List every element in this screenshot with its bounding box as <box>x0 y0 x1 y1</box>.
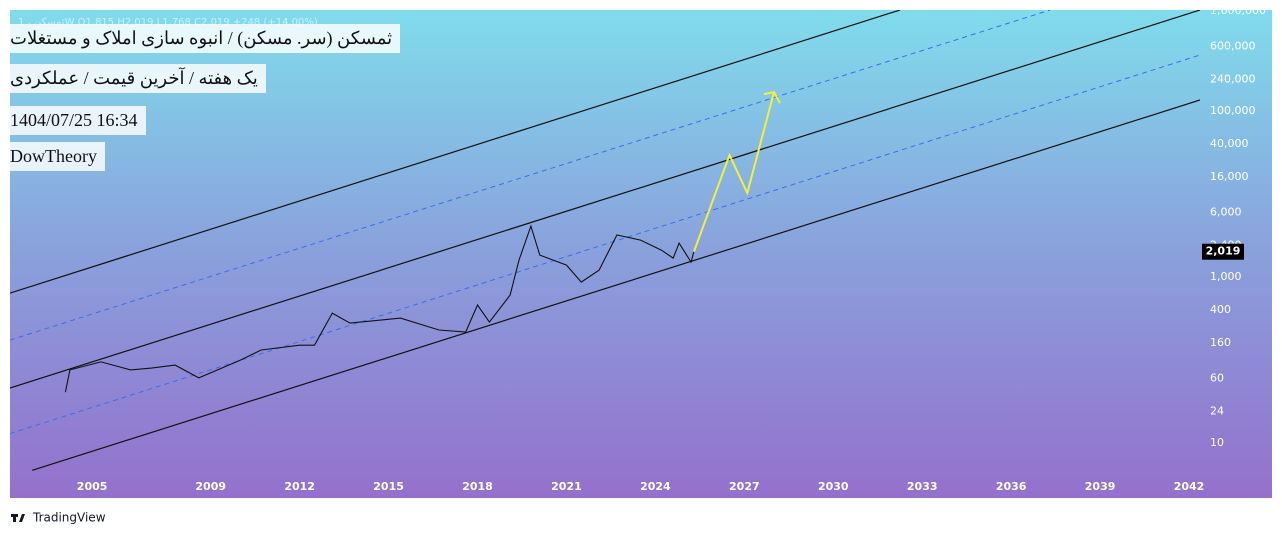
x-tick-label: 2039 <box>1085 480 1116 493</box>
y-tick-label: 60 <box>1210 371 1224 384</box>
projection-arrow <box>692 91 775 253</box>
annotation: DowTheory <box>10 142 105 171</box>
x-tick-label: 2036 <box>996 480 1027 493</box>
x-tick-label: 2027 <box>729 480 760 493</box>
legend-line: ثمسکن ، 1W O1,815 H2,019 L1,768 C2,019 +… <box>18 17 318 28</box>
trend-line <box>10 54 1200 435</box>
y-tick-label: 100,000 <box>1210 104 1256 117</box>
y-tick-label: 160 <box>1210 336 1231 349</box>
y-tick-label: 40,000 <box>1210 137 1249 150</box>
y-tick-label: 1,000 <box>1210 270 1242 283</box>
brand-logo <box>11 514 25 522</box>
x-tick-label: 2015 <box>373 480 404 493</box>
x-tick-label: 2033 <box>907 480 938 493</box>
y-tick-label: 400 <box>1210 303 1231 316</box>
last-price-label: 2,019 <box>1206 245 1241 258</box>
x-tick-label: 2018 <box>462 480 493 493</box>
x-tick-label: 2042 <box>1174 480 1205 493</box>
trend-line <box>10 10 1051 341</box>
x-tick-label: 2021 <box>551 480 582 493</box>
chart-subtitle: یک هفته / آخرین قیمت / عملکردی <box>10 64 266 93</box>
last-price-box <box>1202 243 1244 260</box>
x-tick-label: 2009 <box>195 480 226 493</box>
trend-line <box>10 10 1200 389</box>
y-tick-label: 6,000 <box>1210 205 1242 218</box>
trend-line <box>10 10 901 294</box>
x-tick-label: 2024 <box>640 480 671 493</box>
price-line <box>64 224 695 393</box>
y-tick-label: 1,600,000 <box>1210 4 1266 17</box>
y-tick-label: 600,000 <box>1210 39 1256 52</box>
trend-line <box>32 99 1200 471</box>
y-tick-label: 240,000 <box>1210 72 1256 85</box>
annotation: 1404/07/25 16:34 <box>10 106 146 135</box>
brand-name: TradingView <box>32 511 106 525</box>
x-tick-label: 2005 <box>77 480 108 493</box>
y-tick-label: 10 <box>1210 436 1224 449</box>
chart-title: ثمسکن (سر. مسکن) / انبوه سازی املاک و مس… <box>10 24 401 53</box>
y-tick-label: 24 <box>1210 404 1224 417</box>
x-tick-label: 2012 <box>284 480 315 493</box>
arrow-head <box>763 91 781 104</box>
plot-area <box>10 10 1200 471</box>
y-tick-label: 16,000 <box>1210 170 1249 183</box>
x-tick-label: 2030 <box>818 480 849 493</box>
